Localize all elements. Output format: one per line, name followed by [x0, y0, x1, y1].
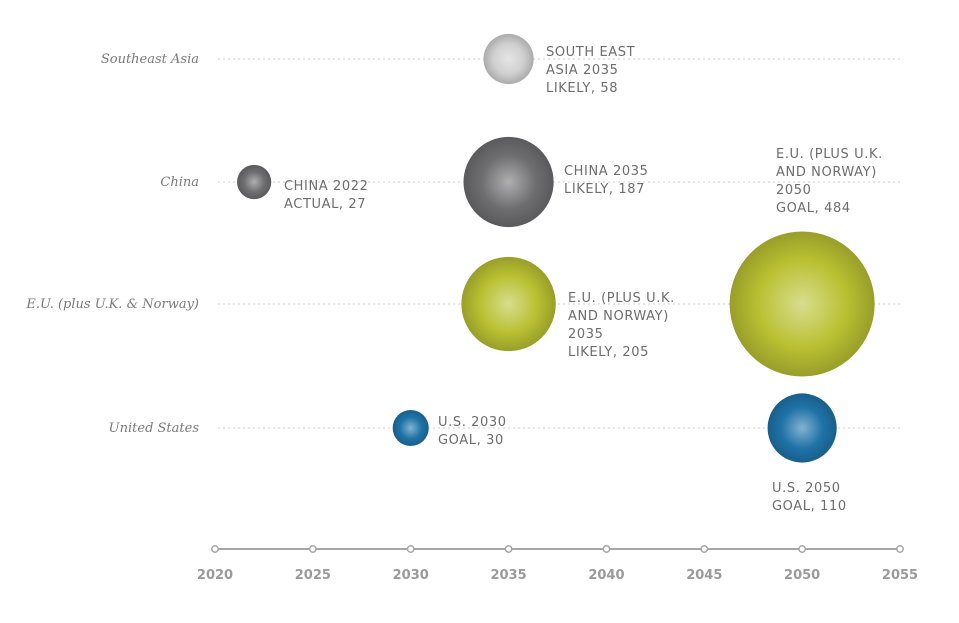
x-tick-label: 2055 [882, 568, 918, 583]
category-label: United States [109, 421, 200, 436]
bubble-label: U.S. 2050 GOAL, 110 [772, 481, 847, 514]
bubble [392, 409, 429, 447]
x-tick-label: 2025 [295, 568, 331, 583]
x-axis: 2020 2025 2030 2035 2040 2045 2050 2055 [197, 545, 918, 583]
bubble-label: E.U. (PLUS U.K. AND NORWAY) 2050 GOAL, 484 [776, 147, 883, 216]
x-tick-label: 2045 [686, 568, 722, 583]
bubble [483, 33, 534, 85]
x-tick-label: 2030 [393, 568, 429, 583]
x-tick-mark [308, 545, 317, 553]
bubble-label: E.U. (PLUS U.K. AND NORWAY) 2035 LIKELY, 20… [568, 291, 675, 360]
x-tick-label: 2040 [588, 568, 624, 583]
bubble [729, 231, 875, 377]
bubble-label: CHINA 2022 ACTUAL, 27 [284, 179, 369, 212]
bubble-label: CHINA 2035 LIKELY, 187 [564, 164, 649, 197]
x-tick-mark [211, 545, 219, 553]
x-tick-label: 2050 [784, 568, 820, 583]
category-rows: Southeast Asia China E.U. (plus U.K. & Nor… [25, 52, 900, 436]
category-label: Southeast Asia [101, 52, 199, 67]
bubble-label: U.S. 2030 GOAL, 30 [438, 415, 507, 448]
category-label: E.U. (plus U.K. & Norway) [25, 297, 199, 312]
bubble [767, 393, 837, 463]
bubble [461, 256, 556, 352]
category-label: China [160, 175, 199, 190]
x-tick-label: 2020 [197, 568, 233, 583]
x-tick-mark [700, 545, 709, 553]
x-tick-mark [602, 545, 611, 553]
bubble-label: SOUTH EAST ASIA 2035 LIKELY, 58 [546, 45, 635, 96]
x-tick-label: 2035 [490, 568, 526, 583]
bubbles [237, 33, 875, 463]
bubble [463, 136, 554, 228]
x-tick-mark [896, 545, 904, 553]
bubble-labels: SOUTH EAST ASIA 2035 LIKELY, 58 CHINA 2022 A… [284, 45, 883, 514]
bubble [237, 164, 272, 200]
x-tick-mark [406, 545, 415, 553]
x-tick-mark [504, 545, 513, 553]
x-tick-mark [798, 545, 807, 553]
